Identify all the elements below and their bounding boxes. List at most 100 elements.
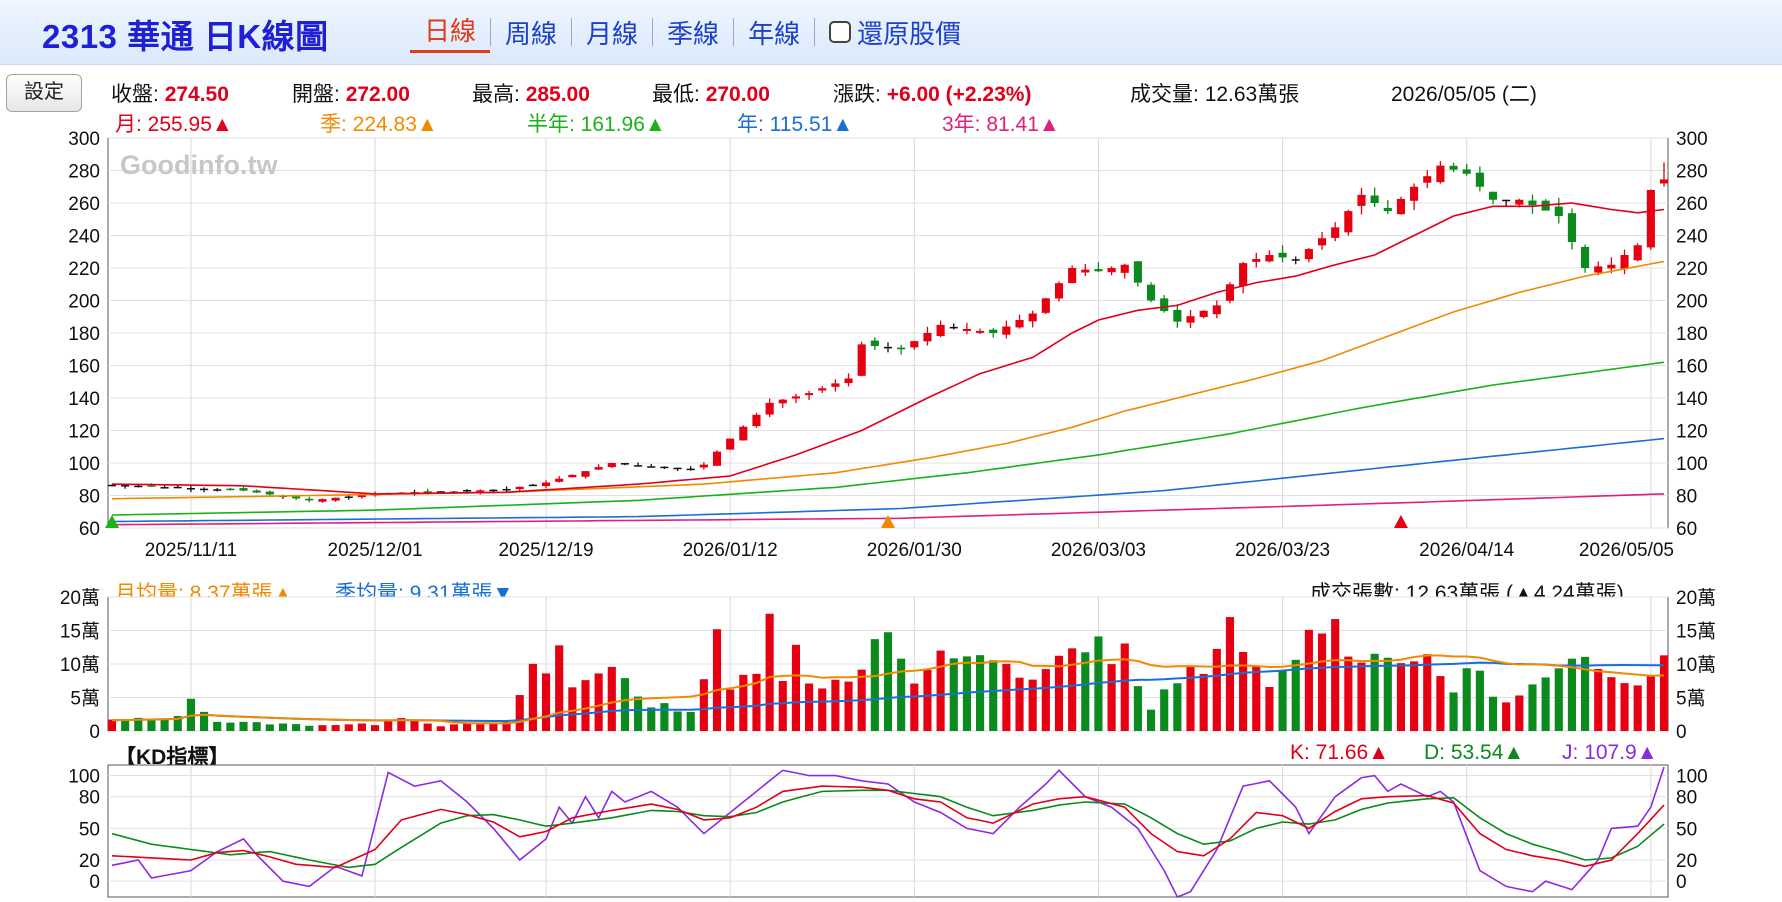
volume-bar [252, 722, 261, 731]
volume-bar [1633, 685, 1642, 731]
tab-weekly[interactable]: 周線 [505, 18, 558, 49]
candle-body [160, 487, 169, 489]
candle-body [1410, 186, 1419, 201]
kd-j-value: J: 107.9▲ [1562, 741, 1658, 764]
volume-bar [883, 632, 893, 731]
volume-tick-left: 10萬 [60, 654, 100, 676]
volume-bar [1160, 689, 1169, 731]
tab-yearly[interactable]: 年線 [748, 18, 801, 49]
ma-line-month [111, 202, 1665, 495]
ma-half-legend: 半年: 161.96▲ [527, 113, 666, 136]
candle-body [805, 393, 814, 396]
price-tick-left: 60 [79, 519, 100, 540]
candle-body [962, 328, 971, 331]
price-tick-left: 100 [68, 454, 100, 475]
volume-bar [384, 721, 393, 731]
price-tick-left: 80 [79, 487, 100, 508]
candle-body [1488, 191, 1498, 200]
candle-body [620, 463, 630, 465]
candle-body [1041, 298, 1050, 313]
volume-bar [1317, 633, 1327, 731]
candle-body [1581, 246, 1590, 268]
volume-bars [107, 613, 1669, 731]
volume-bar [1081, 652, 1090, 731]
kd-tick-right: 0 [1676, 872, 1687, 893]
candle-body [476, 490, 485, 493]
volume-bar [1186, 666, 1195, 731]
candle-body [1646, 190, 1655, 248]
candle-body [1265, 255, 1274, 262]
candle-body [265, 491, 274, 495]
restore-price-label[interactable]: 還原股價 [857, 18, 962, 49]
volume-bar [1659, 655, 1669, 731]
volume-bar [1594, 669, 1603, 731]
volume-bar [1212, 648, 1221, 731]
volume-tick-right: 20萬 [1676, 587, 1716, 609]
volume-bar [1278, 670, 1287, 731]
page-title: 2313 華通 日K線圖 [42, 18, 329, 55]
restore-price-checkbox[interactable] [829, 21, 852, 43]
candle-body [739, 426, 748, 441]
ma-3year-legend: 3年: 81.41▲ [942, 113, 1060, 136]
volume-bar [1107, 664, 1116, 731]
tab-monthly[interactable]: 月線 [586, 18, 639, 49]
candle-body [1620, 255, 1629, 269]
kd-k-line [111, 785, 1665, 869]
volume-bar [1291, 659, 1300, 731]
x-axis-date-label: 2025/11/11 [145, 540, 237, 561]
volume-bar [1357, 662, 1366, 731]
price-tick-right: 160 [1676, 357, 1708, 378]
volume-bar [173, 716, 182, 731]
volume-bar [265, 724, 274, 731]
candle-body [1081, 269, 1090, 273]
volume-bar [752, 673, 761, 731]
price-tick-right: 140 [1676, 389, 1708, 410]
tab-divider [733, 18, 735, 46]
volume-bar [1475, 670, 1484, 731]
candle-body [331, 497, 340, 501]
candle-body [1120, 264, 1129, 273]
volume-bar [581, 680, 590, 731]
candle-body [1199, 310, 1208, 318]
volume-bar [1054, 655, 1064, 731]
candle-body [1449, 165, 1458, 170]
candle-body [1594, 266, 1603, 273]
price-tick-right: 60 [1676, 519, 1697, 540]
x-axis-date-label: 2026/01/12 [683, 540, 778, 561]
settings-button[interactable]: 設定 [6, 74, 82, 112]
price-tick-right: 260 [1676, 194, 1708, 215]
x-axis-date-label: 2026/03/23 [1235, 540, 1330, 561]
volume-bar [1646, 676, 1655, 731]
candle-body [594, 467, 603, 470]
candle-body [1475, 172, 1484, 187]
candle-body [1212, 305, 1221, 315]
volume-bar [805, 683, 814, 731]
candle-body [528, 484, 537, 487]
volume-bar [515, 695, 524, 731]
volume-bar [778, 681, 787, 731]
candle-body [344, 496, 353, 498]
candle-body [778, 399, 787, 404]
volume-bar [423, 723, 432, 731]
candle-body [897, 347, 906, 350]
candle-body [1567, 213, 1576, 242]
volume-bar [647, 707, 656, 731]
candle-body [186, 488, 195, 490]
tab-quarterly[interactable]: 季線 [667, 18, 720, 49]
ma-line-year [111, 437, 1665, 523]
volume-bar [107, 719, 117, 731]
kd-j-line [111, 766, 1665, 899]
volume-bar [1620, 683, 1629, 731]
candle-body [226, 488, 235, 491]
volume-bar [476, 724, 485, 731]
volume-bar [1199, 673, 1208, 731]
volume-tick-left: 0 [89, 722, 100, 743]
candle-body [1068, 268, 1077, 284]
price-tick-right: 100 [1676, 454, 1708, 475]
candle-body [213, 489, 222, 491]
tab-daily[interactable]: 日線 [410, 11, 491, 53]
volume-bar [502, 721, 511, 731]
volume-bar [213, 721, 222, 731]
volume-tick-right: 10萬 [1676, 654, 1716, 676]
